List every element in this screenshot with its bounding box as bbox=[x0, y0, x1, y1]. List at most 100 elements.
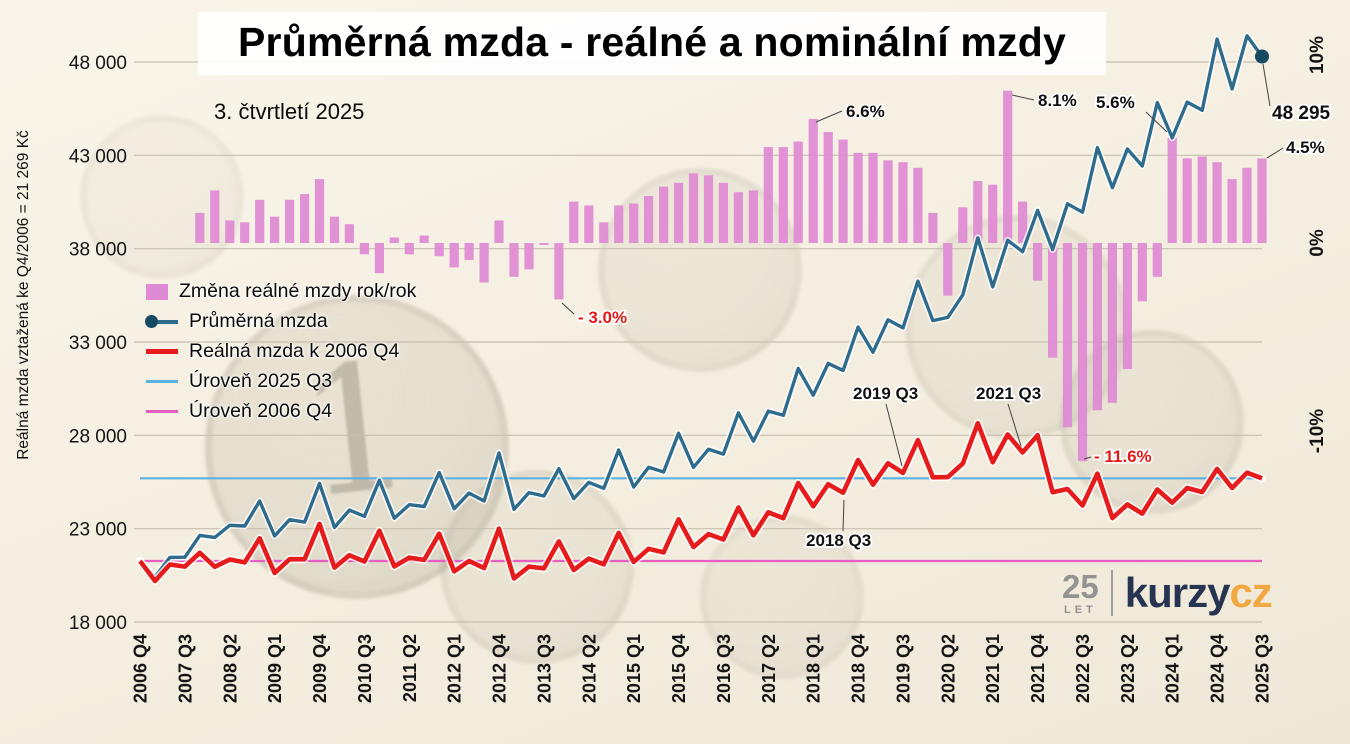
thin-line-swatch-icon bbox=[146, 380, 178, 383]
annotation-leader-line bbox=[1262, 63, 1271, 107]
yoy-change-bar bbox=[629, 203, 639, 243]
x-axis-tick-label: 2018 Q4 bbox=[849, 634, 869, 703]
logo-brand-cz: cz bbox=[1229, 569, 1272, 616]
annotation-label: - 11.6% bbox=[1094, 447, 1152, 466]
legend-item-yoy-bars: Změna reálné mzdy rok/rok bbox=[146, 280, 416, 303]
yoy-change-bar bbox=[823, 132, 833, 243]
x-axis-tick-label: 2011 Q2 bbox=[400, 634, 420, 702]
x-axis-tick-label: 2010 Q3 bbox=[355, 634, 375, 703]
logo-brand-kurzy: kurzy bbox=[1124, 569, 1231, 616]
left-axis-tick-label: 28 000 bbox=[69, 426, 127, 447]
logo-let-text: LET bbox=[1063, 604, 1097, 616]
yoy-change-bar bbox=[674, 182, 684, 243]
annotation-leader-line bbox=[1145, 111, 1168, 133]
yoy-change-bar bbox=[943, 243, 953, 296]
annotation-label: 48 295 bbox=[1272, 103, 1331, 124]
x-axis-tick-label: 2015 Q1 bbox=[624, 634, 644, 703]
yoy-change-bar bbox=[285, 199, 295, 243]
yoy-change-bar bbox=[255, 199, 265, 243]
x-axis-tick-label: 2021 Q4 bbox=[1028, 634, 1048, 703]
page-title: Průměrná mzda - reálné a nominální mzdy bbox=[238, 19, 1067, 65]
annotation-leader-line bbox=[1083, 456, 1092, 460]
yoy-change-bar bbox=[1152, 243, 1162, 277]
yoy-change-bar bbox=[389, 237, 399, 243]
yoy-change-bar bbox=[584, 205, 594, 243]
x-axis-tick-label: 2025 Q3 bbox=[1253, 634, 1273, 703]
yoy-change-bar bbox=[868, 152, 878, 243]
yoy-change-bar bbox=[1212, 162, 1222, 243]
left-axis-tick-label: 33 000 bbox=[69, 333, 127, 354]
yoy-change-bar bbox=[1122, 243, 1132, 369]
legend-label: Úroveň 2006 Q4 bbox=[189, 400, 333, 422]
yoy-change-bar bbox=[1167, 137, 1177, 243]
line-dot-swatch-icon bbox=[145, 314, 178, 328]
yoy-change-bar bbox=[240, 222, 250, 243]
right-axis-tick-label: -10% bbox=[1307, 409, 1328, 453]
yoy-change-bar bbox=[718, 182, 728, 243]
yoy-change-bar bbox=[344, 224, 354, 243]
yoy-change-bar bbox=[1062, 243, 1073, 428]
real-wage-line bbox=[138, 421, 1263, 584]
yoy-change-bar bbox=[688, 173, 699, 243]
annotation-label: 5.6% bbox=[1096, 93, 1135, 112]
x-axis-tick-label: 2012 Q4 bbox=[490, 634, 510, 703]
logo-25-number: 25 bbox=[1062, 568, 1099, 605]
thin-line-swatch-icon bbox=[146, 410, 178, 413]
annotation-leader-line bbox=[815, 110, 843, 123]
x-axis-tick-label: 2016 Q3 bbox=[714, 634, 734, 703]
annotation-leader-line bbox=[885, 403, 903, 467]
yoy-change-bar bbox=[479, 243, 489, 283]
chart-subtitle: 3. čtvrtletí 2025 bbox=[214, 99, 365, 124]
yoy-change-bar bbox=[958, 207, 968, 243]
yoy-change-bar bbox=[703, 175, 714, 243]
yoy-change-bar bbox=[778, 147, 788, 243]
thick-line-swatch-icon bbox=[146, 349, 178, 354]
yoy-change-bar bbox=[733, 192, 743, 243]
yoy-change-bar bbox=[659, 186, 669, 243]
yoy-change-bar bbox=[1077, 243, 1088, 462]
yoy-change-bar bbox=[853, 152, 863, 243]
annotation-label: 2021 Q3 bbox=[976, 384, 1041, 403]
yoy-change-bar bbox=[270, 216, 280, 243]
annotation-label: 2019 Q3 bbox=[853, 384, 918, 403]
x-axis-tick-label: 2008 Q2 bbox=[220, 634, 240, 703]
yoy-change-bar bbox=[300, 194, 310, 243]
x-axis-tick-label: 2021 Q1 bbox=[983, 634, 1003, 703]
yoy-change-bar bbox=[1018, 201, 1028, 243]
legend-label: Reálná mzda k 2006 Q4 bbox=[189, 340, 400, 362]
x-axis-tick-label: 2019 Q3 bbox=[894, 634, 914, 703]
legend-item-nominal-wage: Průměrná mzda bbox=[145, 310, 416, 333]
yoy-change-bar bbox=[913, 167, 923, 243]
yoy-change-bar bbox=[449, 243, 459, 268]
annotation-leader-line bbox=[842, 499, 845, 532]
x-axis-tick-label: 2009 Q1 bbox=[265, 634, 285, 703]
yoy-change-bar bbox=[1107, 243, 1117, 403]
yoy-change-bar bbox=[210, 190, 220, 243]
annotation-label: 8.1% bbox=[1038, 91, 1077, 110]
left-axis-tick-label: 38 000 bbox=[69, 240, 127, 261]
x-axis-tick-label: 2014 Q2 bbox=[579, 634, 599, 703]
yoy-change-bar bbox=[748, 190, 758, 243]
yoy-change-bar bbox=[898, 162, 908, 243]
logo-divider bbox=[1110, 570, 1113, 616]
yoy-change-bar bbox=[1242, 167, 1252, 243]
yoy-change-bar bbox=[374, 243, 384, 274]
yoy-change-bar bbox=[1003, 90, 1013, 243]
yoy-change-bar bbox=[359, 243, 369, 255]
title-band: Průměrná mzda - reálné a nominální mzdy bbox=[198, 12, 1107, 75]
x-axis-tick-label: 2009 Q4 bbox=[310, 634, 330, 703]
yoy-change-bar bbox=[1092, 243, 1102, 411]
logo-brand-text: kurzycz bbox=[1124, 569, 1273, 616]
x-axis-tick-label: 2020 Q2 bbox=[938, 634, 958, 703]
yoy-change-bar bbox=[195, 212, 205, 243]
yoy-change-bar bbox=[1182, 158, 1192, 243]
yoy-change-bar bbox=[464, 243, 474, 260]
yoy-change-bar bbox=[1137, 243, 1147, 302]
y-axis-label: Reálná mzda vztažená ke Q4/2006 = 21 269… bbox=[15, 130, 32, 460]
annotation-label: 2018 Q3 bbox=[806, 531, 871, 550]
right-axis-tick-label: 10% bbox=[1307, 36, 1328, 74]
x-axis-tick-label: 2018 Q1 bbox=[804, 634, 824, 703]
yoy-change-bar bbox=[434, 243, 444, 257]
